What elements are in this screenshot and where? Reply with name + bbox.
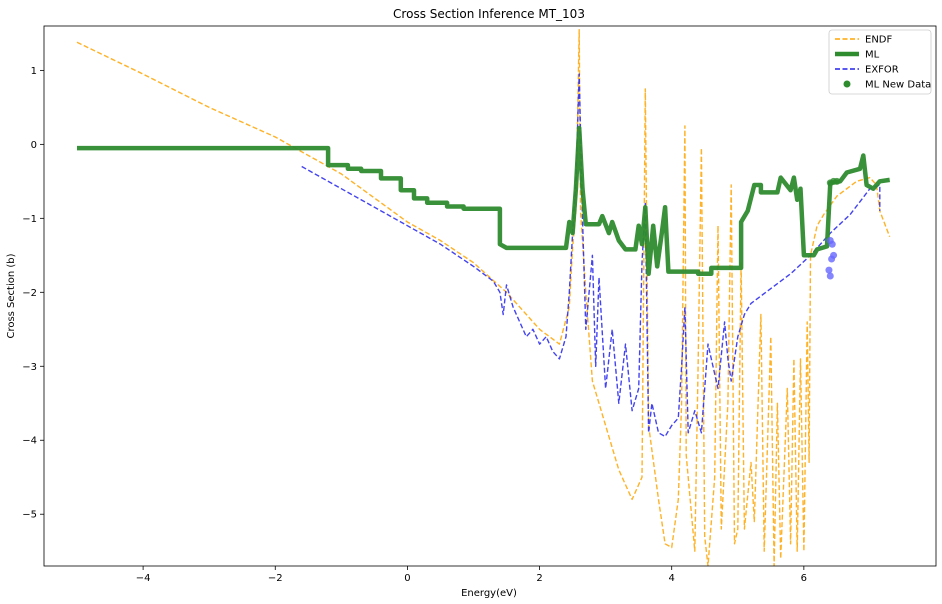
legend: ENDF ML EXFOR ML New Data — [828, 29, 932, 95]
x-tick-label-3: 2 — [536, 573, 542, 584]
scatter-0-point-2 — [833, 177, 841, 185]
legend-endf-label: ENDF — [865, 35, 892, 46]
legend-ml-new-data-label: ML New Data — [865, 80, 931, 91]
x-tick-label-2: 0 — [404, 573, 410, 584]
y-tick-label-0: 1 — [31, 66, 37, 77]
scatter-1-point-3 — [828, 255, 836, 263]
y-tick-label-6: −5 — [22, 510, 37, 521]
x-tick-label-5: 6 — [801, 573, 807, 584]
x-tick-label-1: −2 — [268, 573, 283, 584]
y-tick-label-4: −3 — [22, 362, 37, 373]
y-tick-label-5: −4 — [22, 436, 37, 447]
legend-box — [828, 29, 932, 95]
legend-ml-new-data-marker — [843, 80, 851, 88]
series-exfor-line — [301, 73, 881, 438]
y-tick-label-1: 0 — [31, 140, 37, 151]
axis-ticks: −4 −2 0 2 4 6 1 0 −1 −2 −3 −4 −5 — [22, 66, 807, 584]
y-tick-label-3: −2 — [22, 288, 37, 299]
scatter-1-point-5 — [826, 272, 834, 280]
plot-series — [76, 29, 891, 566]
series-endf-line — [76, 29, 891, 566]
series-ml-line — [77, 125, 891, 277]
x-tick-label-0: −4 — [136, 573, 151, 584]
y-axis-label: Cross Section (b) — [6, 253, 17, 338]
plot-frame — [43, 25, 937, 567]
x-axis-label: Energy(eV) — [461, 588, 517, 599]
legend-ml-label: ML — [865, 50, 880, 61]
x-tick-label-4: 4 — [669, 573, 675, 584]
y-tick-label-2: −1 — [22, 214, 37, 225]
scatter-1-point-1 — [828, 240, 836, 248]
scatter-1-point-4 — [825, 266, 833, 274]
chart-title: Cross Section Inference MT_103 — [393, 7, 585, 21]
legend-exfor-label: EXFOR — [865, 65, 899, 76]
